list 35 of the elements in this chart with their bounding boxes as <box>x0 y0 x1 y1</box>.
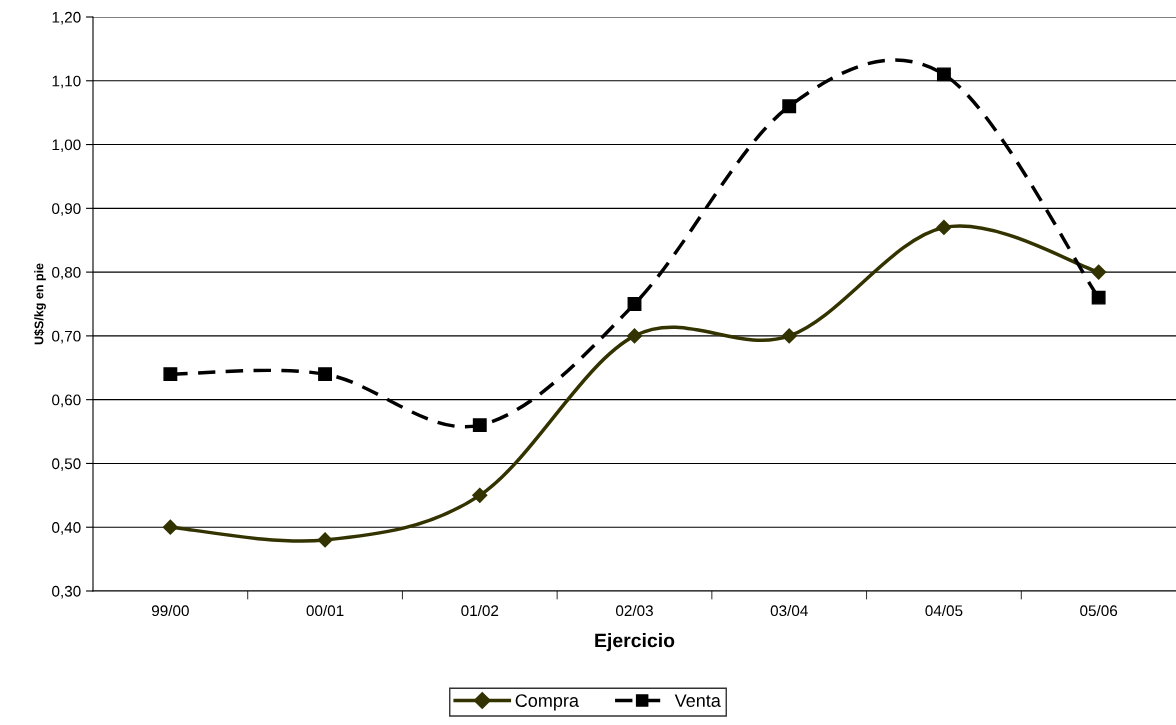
y-tick-label: 0,30 <box>52 585 81 599</box>
point <box>472 487 488 503</box>
point <box>626 328 643 344</box>
point <box>162 519 178 535</box>
y-tick-label: 0,40 <box>52 522 81 535</box>
y-tick-label: 0,80 <box>52 266 81 280</box>
point <box>318 367 333 382</box>
x-tick-label: 00/01 <box>306 604 344 617</box>
y-tick-label: 1,10 <box>52 75 81 89</box>
x-tick-label: 99/00 <box>151 604 189 617</box>
y-axis-title: U$S/kg en pie <box>33 263 46 345</box>
point <box>472 418 487 433</box>
y-tick-label: 1,00 <box>52 139 81 153</box>
point <box>627 297 642 311</box>
y-tick-label: 1,20 <box>52 11 81 25</box>
x-tick-label: 02/03 <box>615 604 653 617</box>
point <box>1091 264 1107 280</box>
point <box>936 219 952 236</box>
y-tick-label: 0,70 <box>52 330 81 344</box>
x-tick-label: 04/05 <box>925 604 963 617</box>
legend-label: Venta <box>674 694 721 707</box>
x-axis-title: Ejercicio <box>595 633 675 652</box>
legend-label: Compra <box>515 694 579 711</box>
y-tick-label: 0,60 <box>52 394 81 408</box>
x-tick-label: 03/04 <box>770 604 808 617</box>
point <box>781 328 797 344</box>
y-tick-label: 0,50 <box>52 458 81 471</box>
point <box>782 99 797 114</box>
x-tick-label: 05/06 <box>1080 604 1118 617</box>
y-tick-label: 0,90 <box>52 203 81 216</box>
point <box>936 67 951 82</box>
point <box>1091 290 1106 305</box>
point <box>317 532 333 548</box>
point <box>163 367 178 382</box>
x-tick-label: 01/02 <box>461 604 499 617</box>
